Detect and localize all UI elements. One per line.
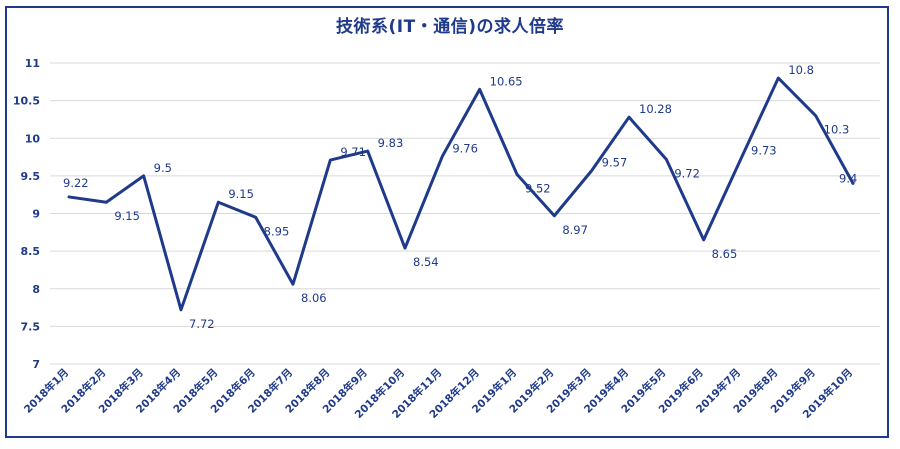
data-label: 8.65 (712, 247, 738, 261)
data-label: 10.28 (639, 102, 672, 116)
y-tick-label: 8.5 (21, 245, 41, 258)
y-tick-label: 7.5 (21, 320, 41, 333)
y-tick-label: 8 (32, 283, 40, 296)
data-label: 9.5 (154, 161, 172, 175)
data-label: 9.76 (452, 141, 478, 155)
y-tick-label: 10 (25, 132, 41, 145)
data-label: 9.22 (63, 176, 89, 190)
data-label: 10.8 (788, 63, 814, 77)
data-label: 9.52 (525, 181, 551, 195)
y-tick-label: 11 (25, 57, 40, 70)
data-label: 9.71 (340, 145, 366, 159)
y-tick-label: 9.5 (21, 170, 41, 183)
data-label: 8.54 (413, 255, 439, 269)
y-tick-label: 7 (32, 358, 40, 371)
data-label: 9.57 (602, 156, 628, 170)
data-label: 8.97 (562, 223, 588, 237)
data-label: 9.83 (378, 136, 404, 150)
data-label: 7.72 (189, 317, 215, 331)
y-tick-label: 9 (32, 208, 40, 221)
data-label: 9.72 (674, 166, 700, 180)
y-tick-label: 10.5 (13, 95, 40, 108)
data-label: 10.65 (490, 74, 523, 88)
data-label: 9.15 (114, 209, 140, 223)
data-label: 8.95 (264, 224, 290, 238)
data-label: 10.3 (824, 123, 850, 137)
chart-frame (5, 6, 889, 438)
chart-title: 技術系(IT・通信)の求人倍率 (336, 17, 564, 37)
data-label: 9.73 (751, 144, 777, 158)
data-label: 8.06 (301, 291, 327, 305)
data-label: 9.15 (228, 187, 254, 201)
series-line (67, 76, 855, 312)
data-label: 9.4 (839, 171, 857, 185)
